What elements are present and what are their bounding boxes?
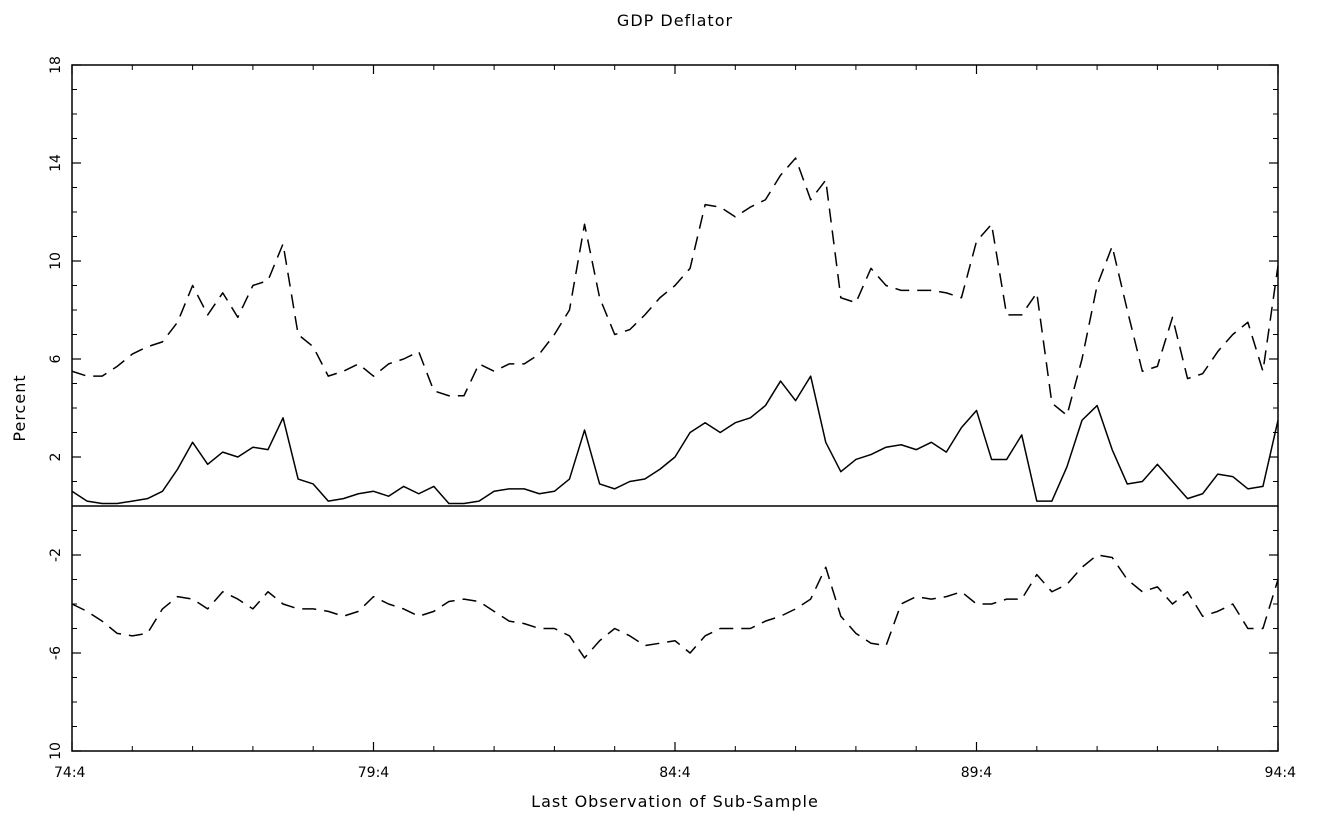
chart-title: GDP Deflator xyxy=(617,11,733,30)
y-tick-label: 14 xyxy=(48,154,64,172)
x-tick-label: 89:4 xyxy=(961,765,993,781)
y-tick-label: -6 xyxy=(48,646,64,660)
x-tick-label: 74:4 xyxy=(54,765,86,781)
y-tick-label: 6 xyxy=(48,354,64,363)
y-tick-label: 10 xyxy=(48,742,64,760)
plot-area xyxy=(71,64,1279,752)
series-layer xyxy=(71,157,1279,659)
x-axis: 74:4 79:4 84:4 89:4 94:4 xyxy=(54,65,1296,781)
y-tick-label: 2 xyxy=(48,453,64,462)
y-axis-label: Percent xyxy=(10,374,29,441)
series-line-3-dashed xyxy=(71,554,1279,659)
x-tick-label: 79:4 xyxy=(358,765,390,781)
series-line-2-solid xyxy=(71,375,1279,505)
x-tick-label: 94:4 xyxy=(1265,765,1297,781)
y-tick-label: 10 xyxy=(48,252,64,270)
x-tick-label: 84:4 xyxy=(659,765,691,781)
y-tick-label: -2 xyxy=(48,548,64,562)
y-tick-label: 18 xyxy=(48,56,64,74)
y-axis: 18 14 10 6 2 -2 -6 10 xyxy=(48,56,1278,760)
series-line-1-dashed xyxy=(71,157,1279,417)
x-axis-label: Last Observation of Sub-Sample xyxy=(531,792,819,811)
